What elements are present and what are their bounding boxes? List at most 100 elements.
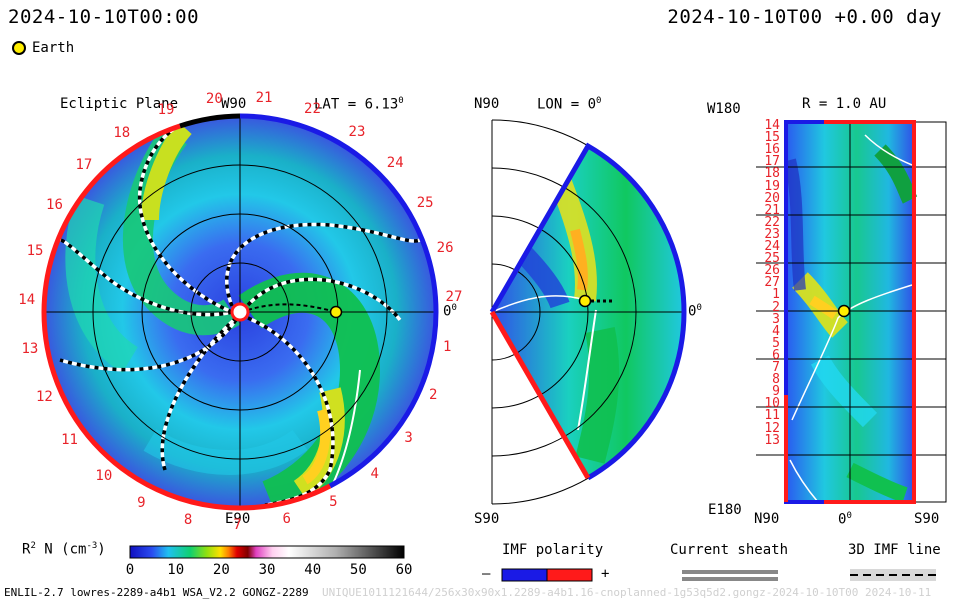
- earth-legend-label: Earth: [32, 40, 75, 56]
- ecliptic-lat-label: LAT = 6.130: [314, 96, 404, 113]
- carrington-label: 1: [442, 338, 452, 355]
- colorbar-tick-label: 0: [125, 562, 135, 578]
- colorbar-tick-label: 60: [395, 562, 413, 578]
- radial-y-label: 17: [764, 154, 780, 170]
- earth-marker-radial: [837, 304, 851, 318]
- carrington-label: 3: [404, 429, 413, 446]
- carrington-label: 4: [370, 466, 379, 483]
- colorbar-label: R2 N (cm-3): [22, 541, 106, 558]
- carrington-label: 13: [21, 341, 39, 358]
- carrington-label: 24: [386, 155, 404, 172]
- radial-y-label: 22: [764, 214, 780, 230]
- carrington-label: 11: [61, 431, 78, 448]
- carrington-label: 16: [46, 197, 63, 214]
- radial-y-label: 23: [764, 226, 780, 242]
- radial-x-label-0: 00: [838, 511, 852, 528]
- imf-line-swatch: [850, 569, 936, 581]
- radial-bottom-left-label: E180: [708, 502, 742, 518]
- imf-positive-swatch: [546, 568, 593, 582]
- radial-y-label: 21: [764, 202, 780, 218]
- carrington-label: 25: [416, 194, 434, 211]
- radial-y-label: 8: [772, 372, 780, 388]
- carrington-label: 20: [205, 90, 223, 107]
- carrington-label: 23: [348, 123, 366, 140]
- radial-y-label: 2: [772, 299, 780, 315]
- colorbar-tick-label: 20: [212, 562, 230, 578]
- imf-polarity-title: IMF polarity: [502, 542, 604, 558]
- radial-y-label: 19: [764, 178, 780, 194]
- meridional-right-label: 00: [688, 303, 702, 320]
- carrington-label: 27: [445, 289, 463, 306]
- radial-y-label: 3: [772, 311, 780, 327]
- meridional-panel: [489, 119, 687, 505]
- carrington-label: 22: [304, 101, 321, 118]
- meridional-bottom-label: S90: [474, 511, 500, 527]
- current-sheath-swatch: [682, 570, 778, 581]
- radial-y-label: 6: [772, 347, 780, 363]
- carrington-label: 7: [233, 516, 242, 533]
- radial-y-label: 26: [764, 263, 780, 279]
- radial-y-label: 9: [772, 384, 780, 400]
- radial-panel: [756, 120, 947, 504]
- radial-y-label: 11: [764, 408, 780, 424]
- radial-y-label: 15: [764, 130, 780, 146]
- carrington-label: 2: [428, 386, 438, 403]
- radial-y-label: 5: [772, 335, 780, 351]
- carrington-label: 6: [282, 510, 291, 527]
- ecliptic-title: Ecliptic Plane: [60, 96, 179, 112]
- carrington-label: 21: [255, 90, 273, 107]
- imf-minus-label: –: [482, 566, 491, 582]
- carrington-label: 15: [26, 242, 44, 259]
- carrington-label: 26: [436, 240, 454, 257]
- radial-y-label: 16: [764, 142, 780, 158]
- ecliptic-bottom-label: E90: [225, 511, 251, 527]
- radial-y-label: 7: [772, 360, 780, 375]
- carrington-label: 10: [95, 467, 113, 484]
- radial-y-label: 24: [764, 239, 780, 254]
- radial-title: R = 1.0 AU: [802, 96, 887, 112]
- carrington-label: 14: [18, 291, 36, 308]
- meridional-lon-label: LON = 00: [537, 96, 602, 113]
- colorbar-tick-label: 10: [167, 562, 185, 578]
- earth-marker-ecliptic: [329, 305, 343, 319]
- radial-y-label: 27: [764, 275, 780, 291]
- radial-x-label-s90: S90: [914, 511, 940, 527]
- colorbar-tick-label: 30: [258, 562, 276, 578]
- radial-y-label: 12: [764, 420, 780, 436]
- imf-negative-swatch: [501, 568, 548, 582]
- meridional-top-label: N90: [474, 96, 500, 112]
- earth-marker-meridional: [578, 294, 592, 308]
- carrington-label: 17: [75, 157, 93, 174]
- radial-y-label: 10: [764, 396, 780, 412]
- ecliptic-top-label: W90: [221, 96, 247, 112]
- radial-x-label-n90: N90: [754, 511, 780, 527]
- carrington-label: 9: [137, 494, 146, 511]
- right-timestamp: 2024-10-10T00 +0.00 day: [667, 6, 942, 28]
- colorbar-tick-label: 50: [349, 562, 367, 578]
- carrington-label: 8: [183, 511, 193, 528]
- current-sheath-title: Current sheath: [670, 542, 789, 558]
- carrington-label: 18: [113, 124, 131, 141]
- earth-legend: Earth: [12, 40, 74, 56]
- radial-y-label: 14: [764, 118, 780, 133]
- ecliptic-right-label: 00: [443, 303, 457, 320]
- earth-marker-icon: [12, 41, 26, 55]
- imf-plus-label: +: [601, 566, 610, 582]
- colorbar-tick-label: 40: [304, 562, 322, 578]
- radial-y-label: 18: [764, 166, 780, 182]
- radial-y-label: 25: [764, 251, 780, 267]
- radial-y-label: 1: [772, 287, 780, 303]
- carrington-label: 12: [35, 388, 53, 405]
- carrington-label: 5: [329, 493, 338, 510]
- radial-y-label: 4: [772, 323, 780, 339]
- left-timestamp: 2024-10-10T00:00: [8, 6, 200, 28]
- density-colorbar: [129, 545, 405, 559]
- imf-line-title: 3D IMF line: [848, 542, 941, 558]
- radial-y-label: 20: [764, 190, 780, 206]
- ecliptic-panel: [41, 113, 439, 511]
- radial-top-left-label: W180: [707, 101, 741, 117]
- carrington-label: 19: [157, 102, 175, 119]
- footer-left: ENLIL-2.7 lowres-2289-a4b1 WSA_V2.2 GONG…: [4, 586, 309, 599]
- radial-y-label: 13: [764, 432, 780, 448]
